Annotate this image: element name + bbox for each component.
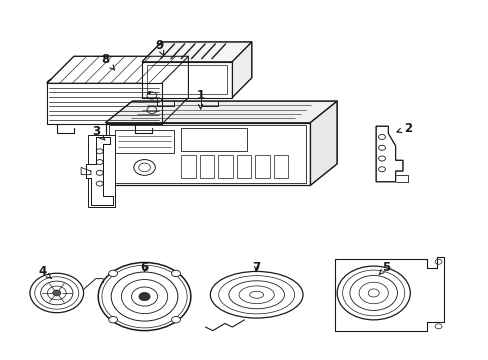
Text: 4: 4	[38, 265, 51, 278]
Polygon shape	[88, 135, 115, 207]
Polygon shape	[142, 62, 232, 98]
Text: 5: 5	[378, 261, 389, 275]
Polygon shape	[47, 83, 161, 125]
Circle shape	[171, 270, 180, 276]
Bar	[199, 155, 214, 178]
Circle shape	[108, 316, 117, 323]
Circle shape	[53, 290, 61, 296]
Bar	[147, 65, 227, 94]
Text: 2: 2	[396, 122, 411, 135]
Bar	[273, 155, 288, 178]
Text: 1: 1	[196, 89, 204, 109]
Bar	[236, 155, 251, 178]
Bar	[181, 128, 246, 151]
Polygon shape	[161, 56, 188, 125]
Polygon shape	[142, 42, 251, 62]
Text: 9: 9	[155, 39, 163, 55]
Text: 8: 8	[101, 53, 114, 70]
Circle shape	[108, 270, 117, 276]
Text: 7: 7	[252, 261, 260, 274]
Bar	[181, 155, 195, 178]
Text: 3: 3	[92, 125, 104, 140]
Circle shape	[139, 292, 150, 301]
Polygon shape	[232, 42, 251, 98]
Bar	[255, 155, 269, 178]
Text: 6: 6	[140, 261, 148, 274]
Polygon shape	[47, 56, 188, 83]
Polygon shape	[334, 257, 444, 330]
Polygon shape	[105, 101, 336, 123]
Polygon shape	[375, 126, 402, 182]
Bar	[218, 155, 232, 178]
Bar	[115, 130, 173, 153]
Polygon shape	[105, 123, 310, 185]
Polygon shape	[86, 137, 113, 205]
Polygon shape	[310, 101, 336, 185]
Circle shape	[171, 316, 180, 323]
Bar	[109, 126, 306, 183]
